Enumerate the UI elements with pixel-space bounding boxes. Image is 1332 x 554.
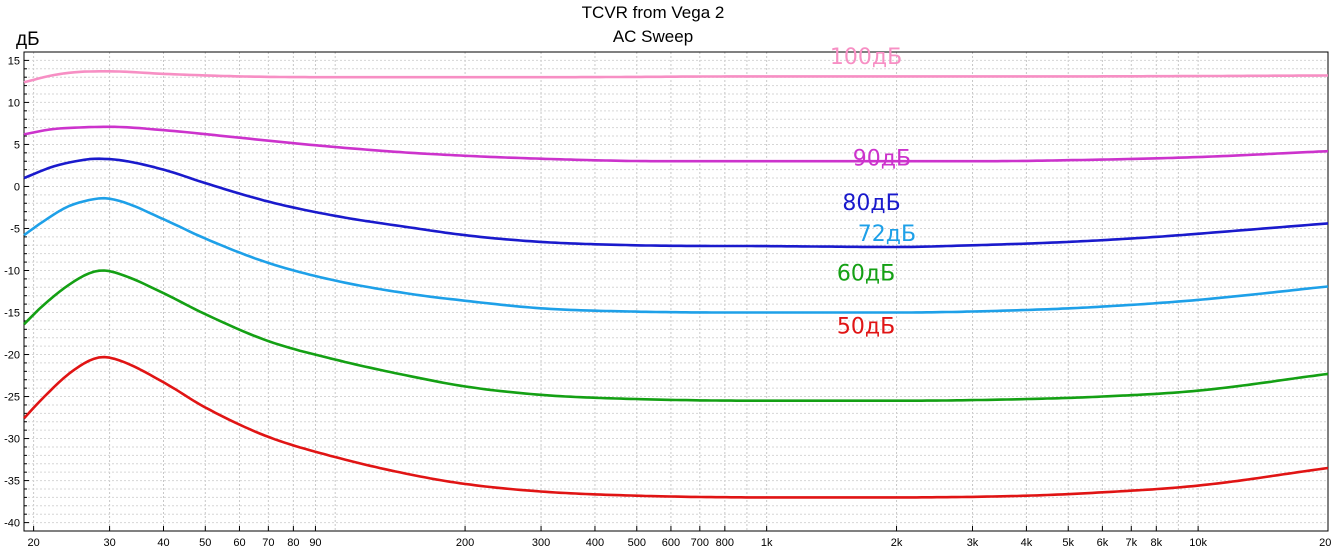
- chart-subtitle: AC Sweep: [613, 27, 693, 46]
- x-tick-label: 70: [262, 537, 274, 549]
- x-tick-label: 700: [691, 537, 709, 549]
- x-tick-label: 40: [157, 537, 169, 549]
- y-tick-label: 5: [14, 139, 20, 151]
- x-tick-label: 500: [628, 537, 646, 549]
- y-axis-unit: дБ: [16, 29, 40, 50]
- y-tick-label: 15: [8, 55, 20, 67]
- x-tick-label: 8k: [1150, 537, 1162, 549]
- x-tick-label: 20: [27, 537, 39, 549]
- series-line: [23, 269, 1329, 402]
- x-tick-label: 200: [456, 537, 474, 549]
- series-label: 100дБ: [830, 45, 902, 70]
- y-tick-label: -25: [4, 392, 20, 404]
- x-tick-label: 800: [716, 537, 734, 549]
- x-tick-label: 10k: [1189, 537, 1207, 549]
- x-axis-ticks: 20 30 40 50 60 70 80 90 200 300 400 500 600 700 800 1k 2…: [27, 526, 1332, 549]
- x-tick-label: 5k: [1062, 537, 1074, 549]
- x-tick-label: 400: [586, 537, 604, 549]
- series-label: 80дБ: [842, 191, 900, 216]
- grid-lines: [24, 51, 1329, 532]
- y-tick-label: -40: [4, 518, 20, 530]
- series-label: 50дБ: [837, 315, 895, 340]
- series-line: [23, 355, 1329, 499]
- x-tick-label: 3k: [967, 537, 979, 549]
- series-line: [23, 70, 1328, 84]
- series-line: [23, 196, 1329, 314]
- x-tick-label: 60: [233, 537, 245, 549]
- x-tick-label: 300: [532, 537, 550, 549]
- series-lines: [23, 70, 1329, 499]
- series-label: 90дБ: [853, 146, 911, 171]
- x-tick-label: 600: [662, 537, 680, 549]
- y-tick-label: 10: [8, 97, 20, 109]
- plot-frame: [23, 51, 1329, 532]
- series-label: 72дБ: [858, 222, 916, 247]
- series-labels: 100дБ 90дБ 80дБ 72дБ 60дБ 50дБ: [830, 45, 916, 340]
- y-tick-label: -20: [4, 350, 20, 362]
- y-tick-label: -10: [4, 265, 20, 277]
- chart-title: TCVR from Vega 2: [582, 3, 725, 22]
- y-tick-label: -30: [4, 434, 20, 446]
- x-tick-label: 4k: [1021, 537, 1033, 549]
- y-tick-label: -5: [10, 223, 20, 235]
- y-tick-label: 0: [14, 181, 20, 193]
- x-tick-label: 50: [199, 537, 211, 549]
- x-tick-label: 7k: [1125, 537, 1137, 549]
- x-tick-label: 6k: [1097, 537, 1109, 549]
- y-tick-label: -15: [4, 308, 20, 320]
- x-tick-label: 20k: [1319, 537, 1332, 549]
- y-axis-ticks: 15 10 5 0 -5 -10 -15 -20 -25 -30 -35 -40: [4, 51, 29, 532]
- x-tick-label: 2k: [891, 537, 903, 549]
- x-tick-label: 1k: [761, 537, 773, 549]
- y-tick-label: -35: [4, 476, 20, 488]
- series-label: 60дБ: [837, 262, 895, 287]
- series-line: [23, 125, 1329, 163]
- x-tick-label: 30: [103, 537, 115, 549]
- x-tick-label: 90: [309, 537, 321, 549]
- x-tick-label: 80: [287, 537, 299, 549]
- series-line: [23, 157, 1329, 249]
